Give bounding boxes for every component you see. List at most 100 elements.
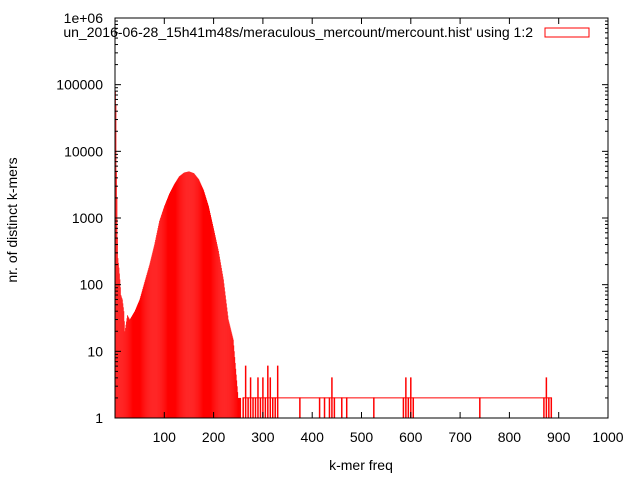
bar: [212, 223, 213, 418]
bar: [189, 171, 191, 418]
bar: [223, 279, 224, 418]
bar: [151, 256, 152, 418]
bar: [123, 307, 124, 418]
bar: [121, 296, 122, 418]
bar: [233, 339, 234, 418]
bar: [185, 172, 187, 418]
bar: [224, 291, 226, 418]
bar: [137, 304, 139, 418]
bar: [138, 300, 140, 418]
bar: [238, 397, 239, 418]
bar: [167, 198, 168, 418]
bar: [177, 178, 179, 418]
bar: [163, 209, 164, 418]
bar: [140, 295, 141, 418]
bar: [209, 212, 211, 418]
bar: [170, 190, 172, 418]
bar: [183, 172, 185, 418]
bar: [150, 260, 151, 418]
bar: [165, 202, 167, 418]
bar: [117, 258, 119, 418]
bar: [220, 265, 222, 418]
bar: [166, 201, 167, 418]
y-tick-label: 10000: [64, 143, 103, 159]
bar: [204, 195, 206, 418]
bar: [222, 276, 224, 418]
bar: [193, 173, 194, 418]
bar: [185, 172, 186, 418]
bar: [175, 181, 177, 418]
bar: [145, 278, 146, 418]
bar: [227, 311, 228, 418]
bar: [148, 268, 149, 418]
bar: [141, 290, 143, 418]
bar: [152, 252, 153, 418]
bar: [217, 248, 219, 418]
bar: [147, 269, 149, 418]
bar: [188, 171, 190, 418]
bar: [153, 248, 154, 418]
bar: [167, 197, 169, 418]
bar: [186, 171, 188, 418]
bar: [124, 321, 125, 418]
bar: [122, 299, 123, 418]
bar: [134, 310, 136, 418]
y-tick-label: 100000: [56, 77, 103, 93]
bar: [160, 218, 161, 418]
bar: [176, 180, 177, 418]
bar: [132, 314, 134, 418]
bar: [155, 237, 157, 418]
bar: [214, 232, 215, 418]
x-tick-label: 700: [448, 429, 472, 445]
bar: [132, 313, 134, 418]
bar: [171, 189, 173, 418]
bar: [180, 174, 182, 418]
bar: [181, 174, 183, 418]
bar: [123, 311, 125, 418]
bar: [230, 329, 232, 418]
bar: [203, 190, 205, 418]
bar: [120, 287, 121, 418]
bar: [119, 273, 120, 418]
bar: [200, 183, 202, 418]
bar: [238, 397, 240, 418]
bar: [225, 295, 226, 418]
bar: [166, 200, 168, 418]
bar: [155, 239, 156, 418]
bar: [125, 324, 127, 418]
bar: [157, 230, 158, 418]
bar: [128, 316, 129, 418]
bar: [130, 318, 131, 418]
bar: [219, 259, 221, 418]
bar: [171, 188, 173, 418]
bar: [148, 266, 150, 418]
x-tick-label: 800: [498, 429, 522, 445]
bar: [164, 206, 165, 418]
bar: [164, 205, 166, 418]
bar: [139, 297, 141, 418]
bar: [202, 188, 204, 418]
bar: [134, 311, 136, 418]
bar: [208, 206, 210, 418]
bar: [154, 244, 155, 418]
bar: [207, 204, 209, 418]
bar: [193, 173, 195, 418]
bar: [215, 237, 216, 418]
bar: [172, 186, 174, 418]
bar: [122, 303, 124, 418]
bar: [198, 178, 199, 418]
bar: [170, 191, 172, 418]
bar: [232, 337, 234, 418]
bar: [224, 287, 225, 418]
bar: [221, 268, 222, 418]
bar: [177, 178, 178, 418]
bar: [144, 281, 145, 418]
bar: [184, 172, 186, 418]
bar: [187, 171, 188, 418]
bar: [183, 172, 184, 418]
bar: [184, 172, 185, 418]
bar: [209, 210, 211, 418]
y-tick-label: 1: [95, 410, 103, 426]
bar: [129, 318, 130, 418]
